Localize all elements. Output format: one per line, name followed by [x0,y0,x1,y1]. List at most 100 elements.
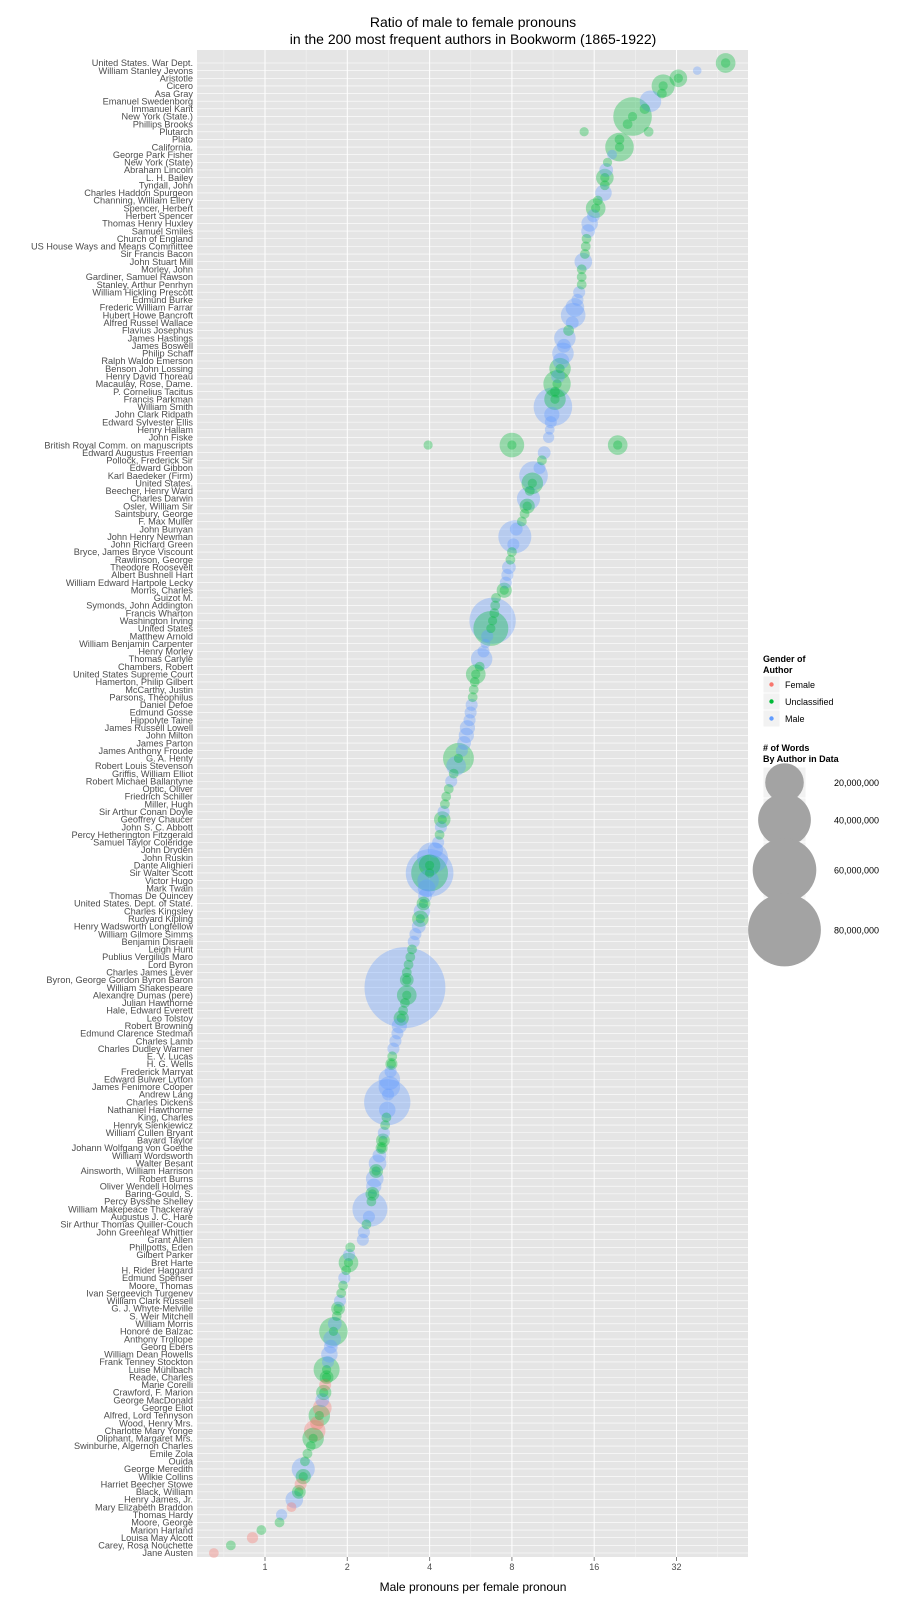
data-point-unclassified [613,97,652,136]
y-tick-label: James Hastings [128,333,194,343]
y-tick-label: George MacDonald [113,1395,193,1405]
data-point-male [464,706,477,719]
y-tick-label: Charles James Lever [106,967,193,977]
y-tick-label: Alexandre Dumas (pere) [93,990,193,1000]
data-point-male [502,560,516,575]
data-point-unclassified [341,1265,352,1276]
data-point-male [407,935,420,948]
data-point-unclassified [400,997,410,1008]
y-tick-label: Benjamin Disraeli [122,937,194,947]
y-tick-label: Channing, William Ellery [93,196,193,206]
data-point-unclassified [424,860,435,870]
y-tick-label: William Smith [137,402,193,412]
data-point-female [312,1398,332,1418]
y-tick-label: L. H. Bailey [146,173,193,183]
data-point-unclassified [387,1051,398,1062]
data-point-unclassified [491,592,501,603]
data-point-unclassified [405,952,416,962]
y-tick-label: Thomas De Quincey [109,891,193,901]
data-point-unclassified [308,1433,318,1444]
x-tick-label: 1 [262,1562,267,1572]
data-point-male [343,1248,356,1262]
y-tick-label: Henry James, Jr. [124,1495,193,1505]
data-point-unclassified [439,799,450,810]
y-tick-label: Miller, Hugh [144,799,193,809]
color-legend-label: Female [785,680,815,690]
size-legend-circle [765,763,804,802]
data-point-unclassified [474,661,485,672]
y-tick-label: Publius Vergilius Maro [102,952,193,962]
data-point-unclassified [338,1252,359,1273]
y-axis-labels: United States. War Dept.William Stanley … [31,58,194,1558]
data-point-male [457,736,472,750]
data-point-male [323,1339,338,1354]
y-tick-label: Tyndall, John [139,180,193,190]
y-tick-label: Ouida [168,1457,193,1467]
y-tick-label: James Anthony Froude [99,746,193,756]
y-tick-label: Samuel Taylor Coleridge [93,838,193,848]
data-point-unclassified [274,1517,285,1528]
y-tick-label: Frederick Marryat [121,1067,193,1077]
data-point-male [327,1316,342,1331]
y-tick-label: Edmund Clarence Stedman [80,1029,193,1039]
y-tick-label: S. Weir Mitchell [129,1311,193,1321]
y-tick-label: Swinburne, Algernon Charles [74,1441,193,1451]
data-point-unclassified [336,1288,347,1299]
y-tick-label: William Wordsworth [112,1151,193,1161]
data-point-male [377,1126,390,1139]
data-point-female [294,1478,307,1491]
y-tick-label: United States Supreme Court [73,669,193,679]
data-point-male [364,1079,411,1126]
color-legend-title-line-1: Gender of [763,654,807,664]
data-point-unclassified [294,1487,304,1497]
data-point-unclassified [544,388,566,410]
data-point-male [463,714,476,727]
data-point-male [378,1068,401,1091]
data-point-male [333,1294,346,1307]
color-legend-label: Unclassified [785,697,834,707]
data-point-male [384,1065,397,1078]
y-tick-label: Herbert Spencer [126,211,193,221]
grid-layer [197,50,748,1557]
y-tick-label: Rudyard Kipling [128,914,193,924]
y-tick-label: Daniel Defoe [140,700,193,710]
y-tick-label: Samuel Smiles [132,226,194,236]
y-tick-label: James Parton [136,738,193,748]
y-tick-label: Lord Byron [148,960,193,970]
data-point-unclassified [643,126,654,137]
data-point-female [303,1419,326,1442]
data-point-male [382,1088,395,1101]
data-point-unclassified [434,811,451,828]
y-tick-label: Gardiner, Samuel Rawson [86,272,193,282]
x-tick-label: 4 [427,1562,432,1572]
y-tick-label: United States. War Dept. [92,58,193,68]
data-point-unclassified [521,472,544,495]
data-point-unclassified [225,1540,236,1551]
data-point-male [458,727,474,744]
data-point-unclassified [321,1364,332,1375]
data-point-unclassified [486,623,496,634]
data-point-unclassified [314,1410,324,1421]
y-tick-label: United States. Dept. of State. [74,899,193,909]
y-tick-label: Griffis, William Elliot [112,769,193,779]
y-tick-label: King, Charles [138,1113,194,1123]
y-tick-label: Guizot M. [154,593,193,603]
y-tick-label: Baring-Gould, S. [125,1189,193,1199]
data-point-male [552,342,574,365]
y-tick-label: Spencer, Herbert [124,203,194,213]
y-tick-label: Geoffrey Chaucer [121,815,193,825]
data-point-unclassified [396,985,417,1006]
data-point-unclassified [471,669,481,679]
y-tick-label: Henry David Thoreau [106,371,193,381]
data-point-unclassified [319,1370,334,1385]
y-tick-label: Bret Harte [151,1258,193,1268]
chart-title-line-1: Ratio of male to female pronouns [370,14,576,30]
data-point-male [574,252,593,271]
y-tick-label: Edward Gibbon [130,463,193,473]
data-point-unclassified [465,664,486,685]
size-legend-circle [758,793,811,847]
data-point-male [639,90,662,112]
y-tick-label: John Bunyan [139,524,193,534]
data-point-unclassified [519,498,535,514]
data-point-unclassified [527,478,537,488]
